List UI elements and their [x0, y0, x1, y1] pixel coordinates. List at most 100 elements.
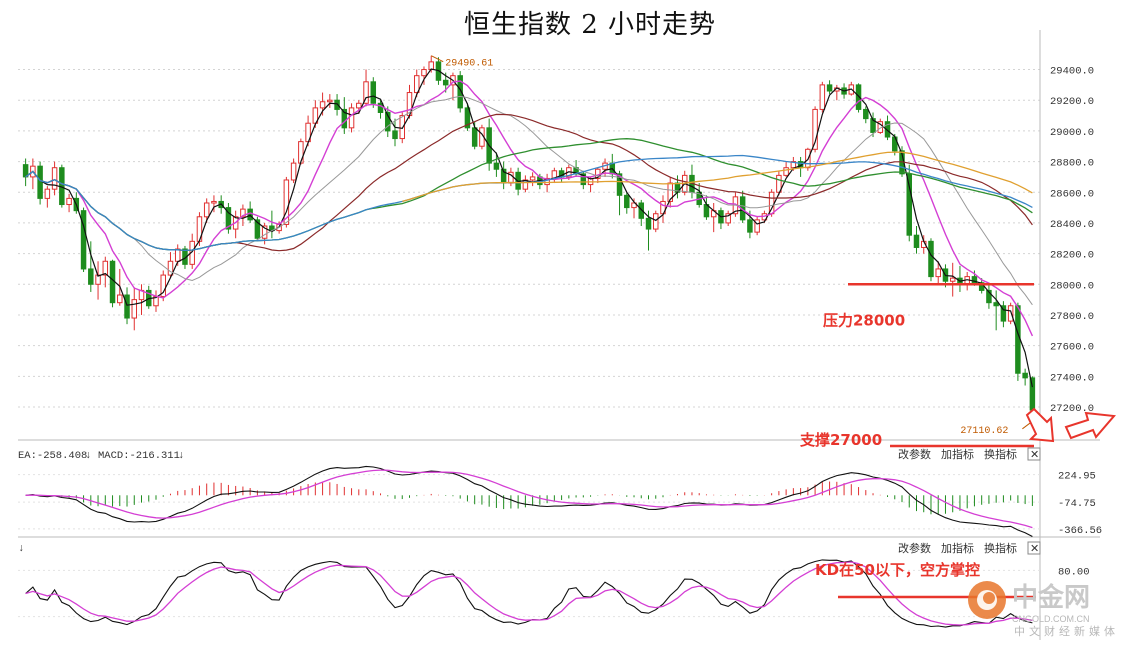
candle-body — [442, 79, 449, 86]
candle-body — [913, 234, 920, 248]
macd-params-button[interactable]: 改参数 — [898, 447, 931, 461]
candle-body — [80, 210, 87, 270]
candle — [863, 106, 869, 124]
candle-body — [812, 108, 818, 150]
candle-body — [1007, 305, 1014, 322]
candle-body — [863, 108, 869, 120]
candle-body — [884, 121, 891, 138]
candle — [254, 216, 261, 242]
candle — [385, 106, 391, 138]
logo-name: 中金网 — [1012, 582, 1090, 613]
candle-body — [247, 208, 253, 221]
candle-body — [37, 165, 43, 199]
candle — [493, 152, 500, 177]
high-pointer — [430, 55, 444, 63]
macd-panel: 224.95 -74.75 -366.56 — [18, 465, 1102, 537]
logo-domain: CNGOLD.COM.CN — [1012, 614, 1090, 624]
candle — [660, 195, 666, 223]
candle-body — [754, 219, 760, 233]
ma-60-line — [25, 138, 1033, 252]
kd-add-button[interactable]: 加指标 — [941, 541, 974, 555]
macd-controls: 改参数 加指标 换指标 ✕ — [898, 447, 1041, 461]
candle-body — [109, 260, 116, 304]
high-price-label: 29490.61 — [445, 59, 493, 70]
macd-add-button[interactable]: 加指标 — [941, 447, 974, 461]
candle-body — [334, 99, 340, 110]
candle — [949, 262, 956, 297]
candle — [66, 193, 72, 213]
main-grid — [18, 30, 1100, 640]
candle-body — [377, 102, 384, 113]
kd-params-button[interactable]: 改参数 — [898, 541, 931, 555]
candle-body — [290, 162, 297, 181]
candle — [44, 186, 51, 208]
candle — [884, 115, 891, 141]
candle-body — [855, 84, 862, 110]
y-tick-label: 28600.0 — [1050, 188, 1094, 200]
candle — [421, 66, 427, 85]
candle-body — [529, 176, 536, 181]
candle-body — [935, 268, 941, 278]
macd-tick-label: 224.95 — [1058, 471, 1096, 483]
candle-body — [464, 107, 471, 129]
candle-body — [725, 213, 731, 224]
candle — [88, 241, 94, 292]
candle-body — [1022, 372, 1028, 379]
candle-body — [240, 208, 246, 218]
y-tick-label: 29400.0 — [1050, 66, 1094, 78]
candle — [986, 284, 992, 309]
kd-panel: 80.00 — [18, 559, 1090, 628]
candle-body — [631, 202, 637, 209]
macd-close-button[interactable] — [1027, 447, 1041, 461]
candle — [131, 287, 138, 331]
candle-body — [421, 69, 427, 77]
candle — [334, 94, 340, 116]
candle-body — [51, 167, 58, 190]
candle — [1007, 302, 1014, 325]
y-tick-label: 29000.0 — [1050, 127, 1094, 139]
candle — [783, 161, 789, 177]
candle — [725, 210, 731, 226]
candle — [754, 216, 760, 236]
candle-body — [261, 225, 268, 239]
ma-120-line — [25, 154, 1033, 252]
candle-body — [544, 177, 550, 186]
candle — [580, 170, 587, 190]
candle-body — [298, 141, 304, 164]
macd-switch-button[interactable]: 换指标 — [984, 447, 1017, 461]
candle-body — [413, 75, 420, 94]
candle — [153, 290, 159, 312]
kd-switch-button[interactable]: 换指标 — [984, 541, 1017, 555]
kd-tick-label: 80.00 — [1058, 566, 1090, 578]
macd-tick-label: -74.75 — [1058, 498, 1096, 510]
candle — [1022, 368, 1028, 386]
macd-down-arrow-icon: ↓ — [178, 450, 184, 462]
ma-250-line — [402, 151, 1033, 203]
candle-body — [1015, 305, 1021, 374]
candle — [653, 210, 659, 233]
candle — [464, 103, 471, 131]
candle — [51, 161, 58, 196]
kd-close-icon: ✕ — [1030, 542, 1039, 555]
candle — [109, 259, 116, 308]
y-tick-label: 27600.0 — [1050, 342, 1094, 354]
candle-body — [1029, 377, 1036, 411]
candle-body — [638, 202, 645, 219]
candle-body — [117, 294, 123, 304]
candle — [428, 55, 434, 73]
candle — [457, 71, 463, 113]
candle — [696, 183, 702, 208]
candle — [80, 207, 87, 273]
candle-body — [580, 173, 587, 186]
y-tick-label: 28800.0 — [1050, 158, 1094, 170]
low-pointer — [1022, 422, 1031, 430]
candle-body — [160, 274, 166, 298]
kd-close-button[interactable] — [1027, 541, 1041, 555]
candle-body — [211, 200, 217, 204]
candle — [95, 261, 101, 300]
kd-controls: 改参数 加指标 换指标 ✕ — [898, 541, 1041, 555]
y-tick-label: 28000.0 — [1050, 280, 1094, 292]
candle — [225, 202, 232, 234]
candle-body — [385, 111, 391, 132]
candle — [957, 265, 963, 292]
